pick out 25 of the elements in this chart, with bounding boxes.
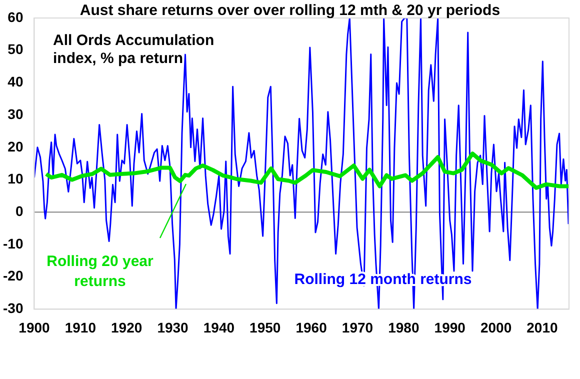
- x-tick-label: 1950: [250, 319, 281, 336]
- x-tick-label: 1990: [434, 319, 466, 336]
- annotation: All Ords Accumulation index, % pa return: [53, 32, 216, 68]
- y-tick-label: 0: [15, 202, 24, 219]
- x-tick-label: 2010: [526, 319, 558, 336]
- x-tick-label: 1980: [388, 319, 420, 336]
- y-tick-label: 30: [8, 106, 24, 122]
- x-tick-label: 1970: [342, 319, 374, 336]
- y-tick-label: -30: [3, 300, 24, 316]
- y-tick-label: -10: [3, 235, 24, 252]
- y-tick-label: -20: [3, 268, 24, 284]
- chart-title: Aust share returns over over rolling 12 mth & 20 yr periods: [80, 2, 500, 19]
- x-tick-label: 1900: [18, 319, 50, 336]
- y-tick-label: 60: [8, 8, 24, 25]
- x-tick-label: 1960: [296, 319, 328, 336]
- x-tick-label: 1940: [203, 319, 235, 336]
- x-tick-label: 1920: [111, 319, 142, 336]
- y-tick-label: 50: [8, 41, 24, 58]
- y-tick-label: 10: [8, 170, 24, 187]
- text: Rolling 20 year returns: [46, 253, 154, 290]
- y-tick-label: 20: [8, 138, 24, 154]
- x-tick-label: 2000: [480, 319, 512, 336]
- x-tick-label: 1910: [64, 319, 96, 336]
- x-tick-label: 1930: [157, 319, 189, 336]
- y-tick-label: 40: [8, 74, 24, 90]
